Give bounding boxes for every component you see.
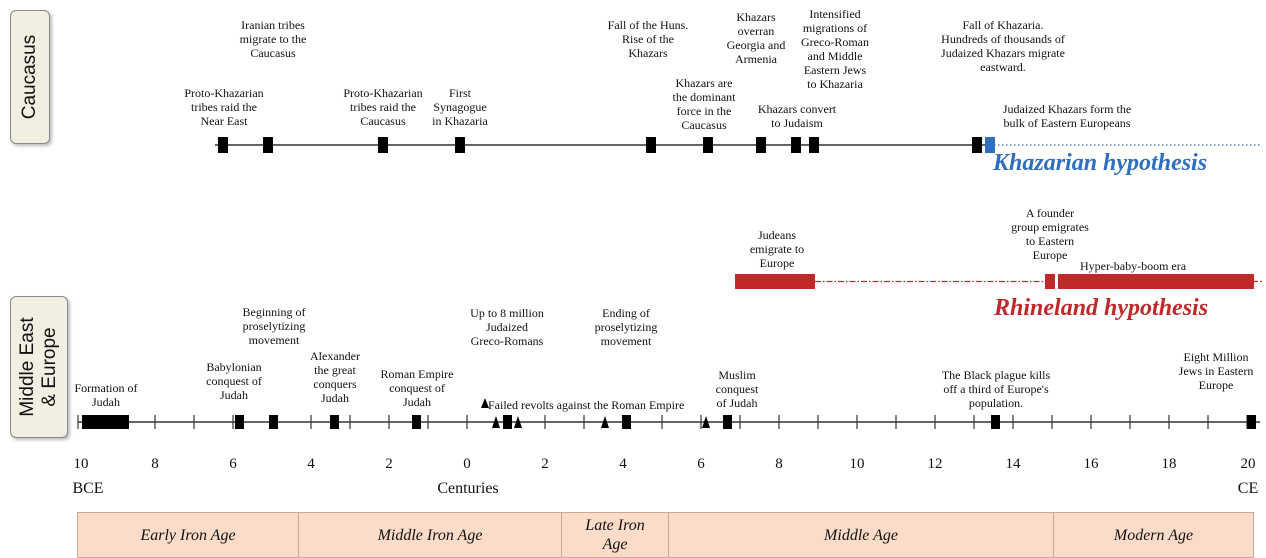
main-marker: [723, 415, 732, 429]
axis-tick-label: 6: [697, 456, 705, 472]
caucasus-event-georgia-armenia: Khazars overran Georgia and Armenia: [726, 10, 786, 66]
axis-tick-label: 8: [151, 456, 159, 472]
caucasus-event-markers: [218, 137, 982, 153]
axis-label-bce: BCE: [72, 480, 104, 497]
me-event-proselytizing-end: Ending of proselytizing movement: [594, 306, 658, 348]
axis-tick-label: 6: [229, 456, 237, 472]
axis-tick-label: 10: [73, 456, 89, 472]
caucasus-marker: [791, 137, 801, 153]
era-late-iron-age: Late Iron Age: [561, 512, 669, 558]
rhineland-hypothesis-label: Rhineland hypothesis: [994, 295, 1209, 321]
axis-tick-label: 16: [1083, 456, 1099, 472]
era-middle-age: Middle Age: [668, 512, 1054, 558]
revolt-triangle: [514, 416, 522, 428]
revolt-triangle: [492, 416, 500, 428]
main-event-markers: [82, 398, 1256, 429]
middle-east-europe-side-label: Middle East & Europe: [10, 296, 68, 438]
axis-tick-label: 8: [775, 456, 783, 472]
caucasus-marker: [703, 137, 713, 153]
main-marker: [991, 415, 1000, 429]
axis-tick-label: 20: [1240, 456, 1256, 472]
caucasus-event-fall-of-huns: Fall of the Huns. Rise of the Khazars: [607, 18, 689, 60]
revolt-triangle: [702, 416, 710, 428]
axis-tick-label: 0: [463, 456, 471, 472]
caucasus-marker: [646, 137, 656, 153]
khazarian-hypothesis-label: Khazarian hypothesis: [993, 150, 1208, 176]
era-early-iron-age: Early Iron Age: [77, 512, 299, 558]
revolt-triangle: [601, 416, 609, 428]
rhineland-event-founder-group: A founder group emigrates to Eastern Eur…: [1011, 206, 1089, 262]
me-event-eight-million: Eight Million Jews in Eastern Europe: [1178, 350, 1254, 392]
main-marker: [235, 415, 244, 429]
me-event-judaized-greco-romans: Up to 8 million Judaized Greco-Romans: [470, 306, 544, 348]
axis-tick-label: 12: [927, 456, 943, 472]
caucasus-marker: [218, 137, 228, 153]
caucasus-marker: [809, 137, 819, 153]
axis-tick-label: 14: [1005, 456, 1021, 472]
axis-tick-label: 4: [619, 456, 627, 472]
axis-label-ce: CE: [1237, 480, 1259, 497]
caucasus-marker: [378, 137, 388, 153]
caucasus-event-proto-khazarian-near-east: Proto-Khazarian tribes raid the Near Eas…: [184, 86, 264, 128]
caucasus-marker: [756, 137, 766, 153]
me-event-formation-judah: Formation of Judah: [74, 381, 138, 409]
rhineland-founder-marker: [1045, 274, 1055, 289]
me-event-roman-conquest: Roman Empire conquest of Judah: [380, 367, 454, 409]
main-marker: [330, 415, 339, 429]
caucasus-event-fall-of-khazaria: Fall of Khazaria. Hundreds of thousands …: [941, 18, 1065, 74]
main-marker: [622, 415, 631, 429]
revolt-triangle: [481, 398, 489, 408]
me-event-failed-revolts: Failed revolts against the Roman Empire: [488, 398, 685, 412]
caucasus-event-khazars-dominant: Khazars are the dominant force in the Ca…: [672, 76, 736, 132]
axis-tick-label: 2: [541, 456, 549, 472]
main-marker: [1247, 415, 1256, 429]
me-event-black-plague: The Black plague kills off a third of Eu…: [941, 368, 1051, 410]
caucasus-event-proto-khazarian-caucasus: Proto-Khazarian tribes raid the Caucasus: [343, 86, 423, 128]
me-event-proselytizing-begin: Beginning of proselytizing movement: [242, 305, 306, 347]
main-marker: [412, 415, 421, 429]
caucasus-event-eastern-europeans: Judaized Khazars form the bulk of Easter…: [1002, 102, 1132, 130]
judah-formation-bar: [82, 415, 129, 429]
caucasus-marker: [972, 137, 982, 153]
khazarian-blue-marker: [985, 137, 995, 153]
rhineland-bar-baby-boom: [1058, 274, 1254, 289]
axis-tick-label: 18: [1161, 456, 1177, 472]
rhineland-event-judeans-emigrate: Judeans emigrate to Europe: [749, 228, 805, 270]
axis-tick-label: 4: [307, 456, 315, 472]
caucasus-event-intensified-migrations: Intensified migrations of Greco-Roman an…: [801, 7, 869, 91]
caucasus-side-label: Caucasus: [10, 10, 50, 144]
me-event-babylonian-conquest: Babylonian conquest of Judah: [206, 360, 262, 402]
caucasus-event-convert-judaism: Khazars convert to Judaism: [757, 102, 837, 130]
caucasus-event-iranian-tribes: Iranian tribes migrate to the Caucasus: [239, 18, 307, 60]
axis-tick-label: 2: [385, 456, 393, 472]
era-modern-age: Modern Age: [1053, 512, 1254, 558]
caucasus-marker: [263, 137, 273, 153]
rhineland-bar-judeans: [735, 274, 815, 289]
main-marker: [503, 415, 512, 429]
me-event-muslim-conquest: Muslim conquest of Judah: [715, 368, 759, 410]
caucasus-marker: [455, 137, 465, 153]
caucasus-event-first-synagogue: First Synagogue in Khazaria: [432, 86, 488, 128]
era-middle-iron-age: Middle Iron Age: [298, 512, 562, 558]
me-event-alexander: Alexander the great conquers Judah: [310, 349, 360, 405]
main-marker: [269, 415, 278, 429]
axis-label-centuries: Centuries: [437, 480, 499, 497]
axis-tick-label: 10: [849, 456, 865, 472]
rhineland-event-baby-boom: Hyper-baby-boom era: [1080, 259, 1187, 273]
